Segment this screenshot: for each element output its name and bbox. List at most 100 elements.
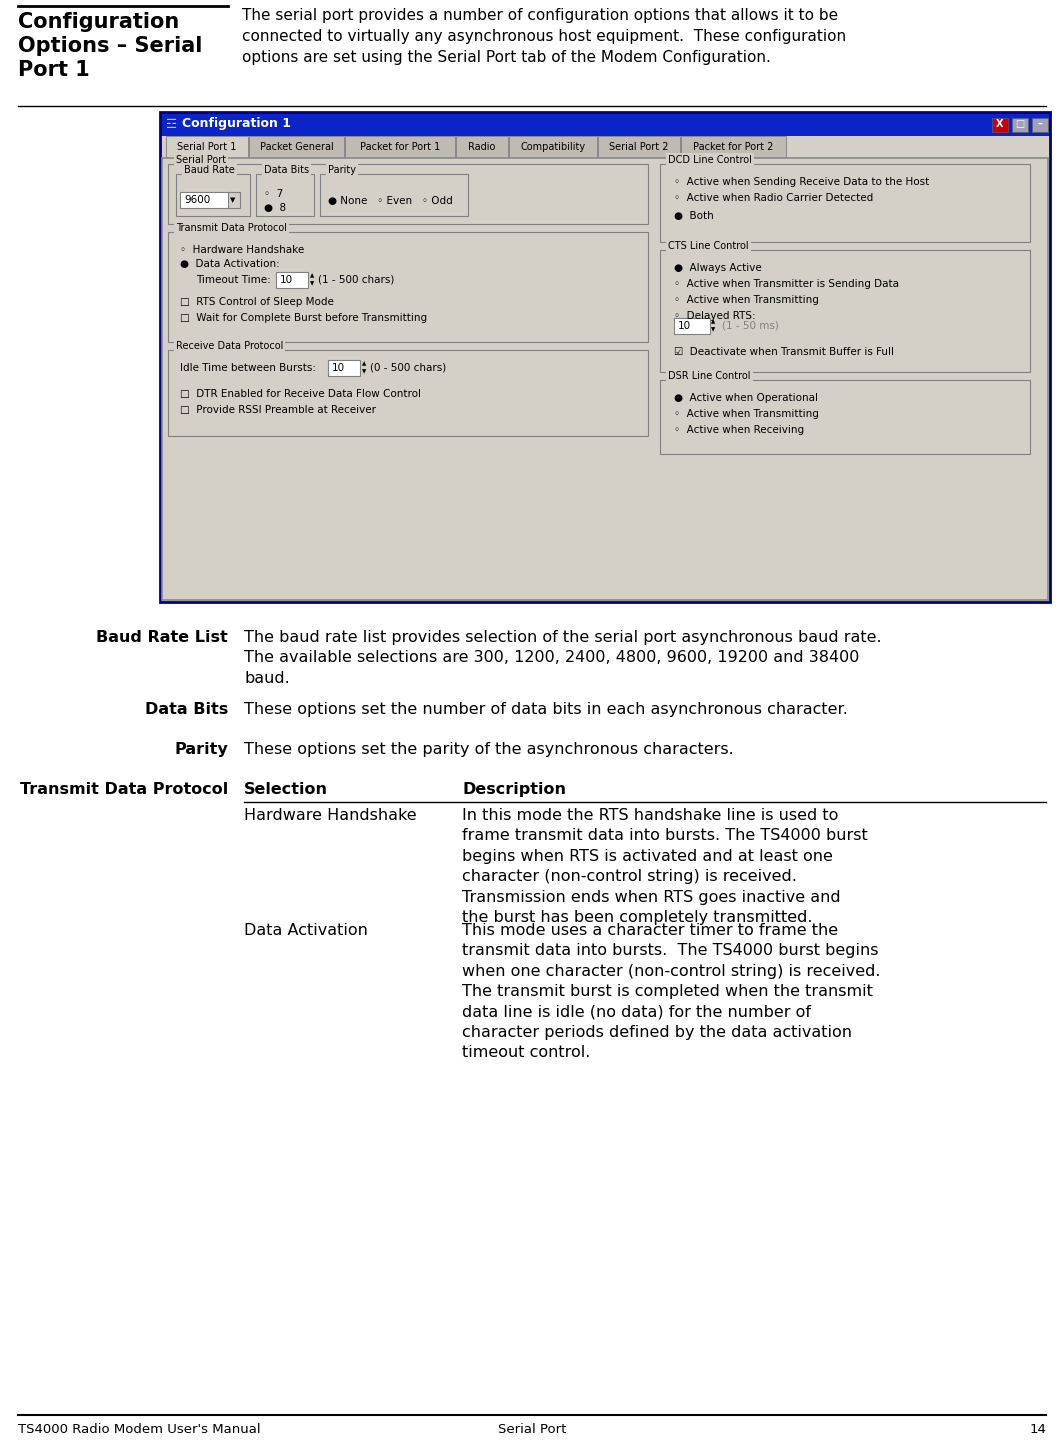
Text: Hardware Handshake: Hardware Handshake: [244, 808, 417, 823]
Bar: [328, 360, 360, 376]
Text: The baud rate list provides selection of the serial port asynchronous baud rate.: The baud rate list provides selection of…: [244, 630, 882, 686]
Text: The serial port provides a number of configuration options that allows it to be
: The serial port provides a number of con…: [242, 9, 846, 65]
Text: ●  Both: ● Both: [674, 210, 714, 220]
Text: Serial Port: Serial Port: [498, 1424, 566, 1437]
Text: Compatibility: Compatibility: [520, 143, 585, 151]
Bar: [681, 135, 786, 159]
Text: These options set the parity of the asynchronous characters.: These options set the parity of the asyn…: [244, 742, 734, 757]
Bar: [249, 135, 344, 159]
Text: (0 - 500 chars): (0 - 500 chars): [370, 363, 446, 373]
Bar: [228, 192, 240, 208]
Text: 9600: 9600: [184, 195, 211, 205]
Text: CTS Line Control: CTS Line Control: [668, 241, 749, 251]
Text: Configuration
Options – Serial
Port 1: Configuration Options – Serial Port 1: [18, 12, 202, 81]
Bar: [162, 159, 1048, 599]
Text: TS4000 Radio Modem User's Manual: TS4000 Radio Modem User's Manual: [18, 1424, 261, 1437]
Text: ◦  Active when Transmitting: ◦ Active when Transmitting: [674, 295, 819, 305]
Bar: [168, 350, 648, 437]
Text: Idle Time between Bursts:: Idle Time between Bursts:: [180, 363, 316, 373]
Text: ▲: ▲: [310, 274, 314, 278]
Text: ▲: ▲: [362, 362, 366, 366]
Text: Selection: Selection: [244, 782, 328, 797]
Text: X: X: [996, 120, 1003, 130]
Text: ●  8: ● 8: [264, 203, 286, 213]
Text: 14: 14: [1029, 1424, 1046, 1437]
Text: Configuration 1: Configuration 1: [182, 118, 290, 131]
Text: Serial Port 1: Serial Port 1: [178, 143, 236, 151]
Text: Description: Description: [462, 782, 566, 797]
Bar: [660, 380, 1030, 454]
Text: ◦  Active when Transmitting: ◦ Active when Transmitting: [674, 409, 819, 419]
Text: Parity: Parity: [328, 166, 356, 174]
Text: Parity: Parity: [174, 742, 228, 757]
Text: (1 - 50 ms): (1 - 50 ms): [722, 321, 779, 331]
Text: (1 - 500 chars): (1 - 500 chars): [318, 275, 395, 285]
Bar: [509, 135, 597, 159]
Text: In this mode the RTS handshake line is used to
frame transmit data into bursts. : In this mode the RTS handshake line is u…: [462, 808, 868, 925]
Text: 10: 10: [678, 321, 692, 331]
Bar: [276, 272, 307, 288]
Bar: [660, 164, 1030, 242]
Text: ☑  Deactivate when Transmit Buffer is Full: ☑ Deactivate when Transmit Buffer is Ful…: [674, 347, 894, 357]
Text: ◦  Active when Sending Receive Data to the Host: ◦ Active when Sending Receive Data to th…: [674, 177, 929, 187]
Text: These options set the number of data bits in each asynchronous character.: These options set the number of data bit…: [244, 702, 848, 718]
Text: □: □: [1015, 120, 1025, 130]
Text: Packet General: Packet General: [260, 143, 333, 151]
Text: Packet for Port 2: Packet for Port 2: [694, 143, 774, 151]
Text: DCD Line Control: DCD Line Control: [668, 156, 752, 166]
Text: Transmit Data Protocol: Transmit Data Protocol: [176, 223, 287, 233]
Bar: [168, 164, 648, 223]
Text: Data Bits: Data Bits: [264, 166, 310, 174]
Text: Transmit Data Protocol: Transmit Data Protocol: [20, 782, 228, 797]
Text: Radio: Radio: [468, 143, 496, 151]
Text: Serial Port 2: Serial Port 2: [610, 143, 669, 151]
Text: □  DTR Enabled for Receive Data Flow Control: □ DTR Enabled for Receive Data Flow Cont…: [180, 389, 421, 399]
Text: DSR Line Control: DSR Line Control: [668, 370, 750, 380]
Bar: [168, 232, 648, 342]
Text: Receive Data Protocol: Receive Data Protocol: [176, 342, 283, 352]
Bar: [256, 174, 314, 216]
Text: ☲: ☲: [166, 118, 178, 131]
Bar: [1012, 118, 1028, 133]
Text: ●  Active when Operational: ● Active when Operational: [674, 393, 818, 403]
Text: ●  Always Active: ● Always Active: [674, 264, 762, 272]
Text: Data Activation: Data Activation: [244, 924, 368, 938]
Text: 10: 10: [280, 275, 293, 285]
Bar: [176, 174, 250, 216]
Bar: [345, 135, 455, 159]
Text: ◦  Active when Radio Carrier Detected: ◦ Active when Radio Carrier Detected: [674, 193, 874, 203]
Text: Packet for Port 1: Packet for Port 1: [360, 143, 440, 151]
Bar: [166, 135, 248, 159]
Text: □  RTS Control of Sleep Mode: □ RTS Control of Sleep Mode: [180, 297, 334, 307]
Text: ●  Data Activation:: ● Data Activation:: [180, 259, 280, 269]
Text: ◦  Active when Transmitter is Sending Data: ◦ Active when Transmitter is Sending Dat…: [674, 280, 899, 290]
Text: 10: 10: [332, 363, 345, 373]
Text: ▲: ▲: [711, 320, 715, 324]
Bar: [598, 135, 680, 159]
Bar: [660, 249, 1030, 372]
Bar: [1032, 118, 1048, 133]
Text: Baud Rate: Baud Rate: [184, 166, 235, 174]
Text: ◦  Delayed RTS:: ◦ Delayed RTS:: [674, 311, 755, 321]
Text: –: –: [1037, 120, 1043, 130]
Bar: [456, 135, 508, 159]
Text: ◦  Active when Receiving: ◦ Active when Receiving: [674, 425, 804, 435]
Text: Timeout Time:: Timeout Time:: [196, 275, 270, 285]
Text: □  Provide RSSI Preamble at Receiver: □ Provide RSSI Preamble at Receiver: [180, 405, 376, 415]
Text: This mode uses a character timer to frame the
transmit data into bursts.  The TS: This mode uses a character timer to fram…: [462, 924, 881, 1061]
Text: Serial Port: Serial Port: [176, 156, 227, 166]
Text: ▼: ▼: [230, 197, 236, 203]
Text: ▼: ▼: [711, 327, 715, 333]
Text: ◦  Hardware Handshake: ◦ Hardware Handshake: [180, 245, 304, 255]
Bar: [992, 118, 1008, 133]
Text: ▼: ▼: [310, 281, 314, 287]
Bar: [160, 135, 1050, 602]
Bar: [320, 174, 468, 216]
Text: Data Bits: Data Bits: [145, 702, 228, 718]
Bar: [160, 112, 1050, 602]
Bar: [160, 112, 1050, 135]
Bar: [180, 192, 232, 208]
Bar: [674, 318, 710, 334]
Text: ▼: ▼: [362, 369, 366, 375]
Text: Baud Rate List: Baud Rate List: [96, 630, 228, 646]
